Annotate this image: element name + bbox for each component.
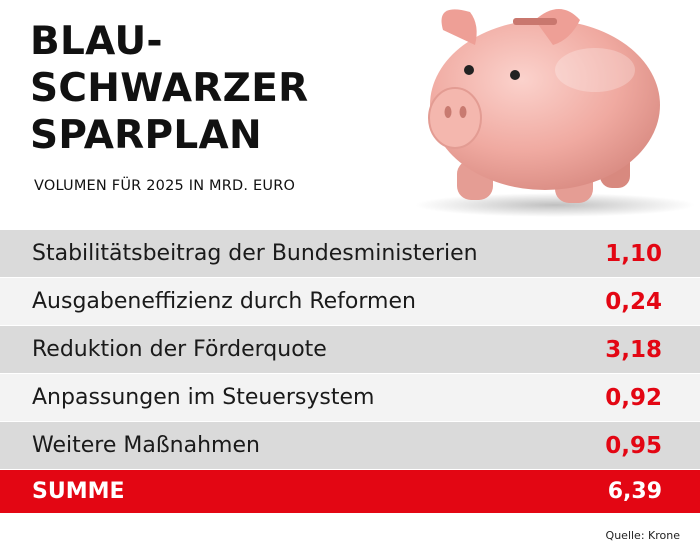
row-value: 0,95 — [605, 432, 662, 459]
table-row: Ausgabeneffizienz durch Reformen 0,24 — [0, 278, 700, 326]
title-line-3: SPARPLAN — [30, 113, 262, 158]
piggy-bank-icon — [415, 9, 695, 217]
total-value: 6,39 — [607, 479, 662, 504]
header: BLAU- SCHWARZER SPARPLAN VOLUMEN FÜR 202… — [0, 0, 700, 225]
row-label: Stabilitätsbeitrag der Bundesministerien — [32, 241, 478, 266]
row-label: Ausgabeneffizienz durch Reformen — [32, 289, 416, 314]
savings-table: Stabilitätsbeitrag der Bundesministerien… — [0, 230, 700, 514]
subtitle: VOLUMEN FÜR 2025 IN MRD. EURO — [34, 178, 296, 194]
total-row: SUMME 6,39 — [0, 470, 700, 514]
row-value: 0,24 — [605, 288, 662, 315]
table-row: Weitere Maßnahmen 0,95 — [0, 422, 700, 470]
source-note: Quelle: Krone — [605, 529, 680, 542]
title-line-2: SCHWARZER — [30, 66, 309, 111]
row-label: Anpassungen im Steuersystem — [32, 385, 375, 410]
row-value: 0,92 — [605, 384, 662, 411]
row-value: 3,18 — [605, 336, 662, 363]
total-label: SUMME — [32, 479, 125, 504]
row-label: Weitere Maßnahmen — [32, 433, 260, 458]
page-title: BLAU- SCHWARZER SPARPLAN — [30, 18, 308, 159]
table-row: Stabilitätsbeitrag der Bundesministerien… — [0, 230, 700, 278]
row-label: Reduktion der Förderquote — [32, 337, 327, 362]
row-value: 1,10 — [605, 240, 662, 267]
table-row: Anpassungen im Steuersystem 0,92 — [0, 374, 700, 422]
table-row: Reduktion der Förderquote 3,18 — [0, 326, 700, 374]
title-line-1: BLAU- — [30, 19, 163, 64]
